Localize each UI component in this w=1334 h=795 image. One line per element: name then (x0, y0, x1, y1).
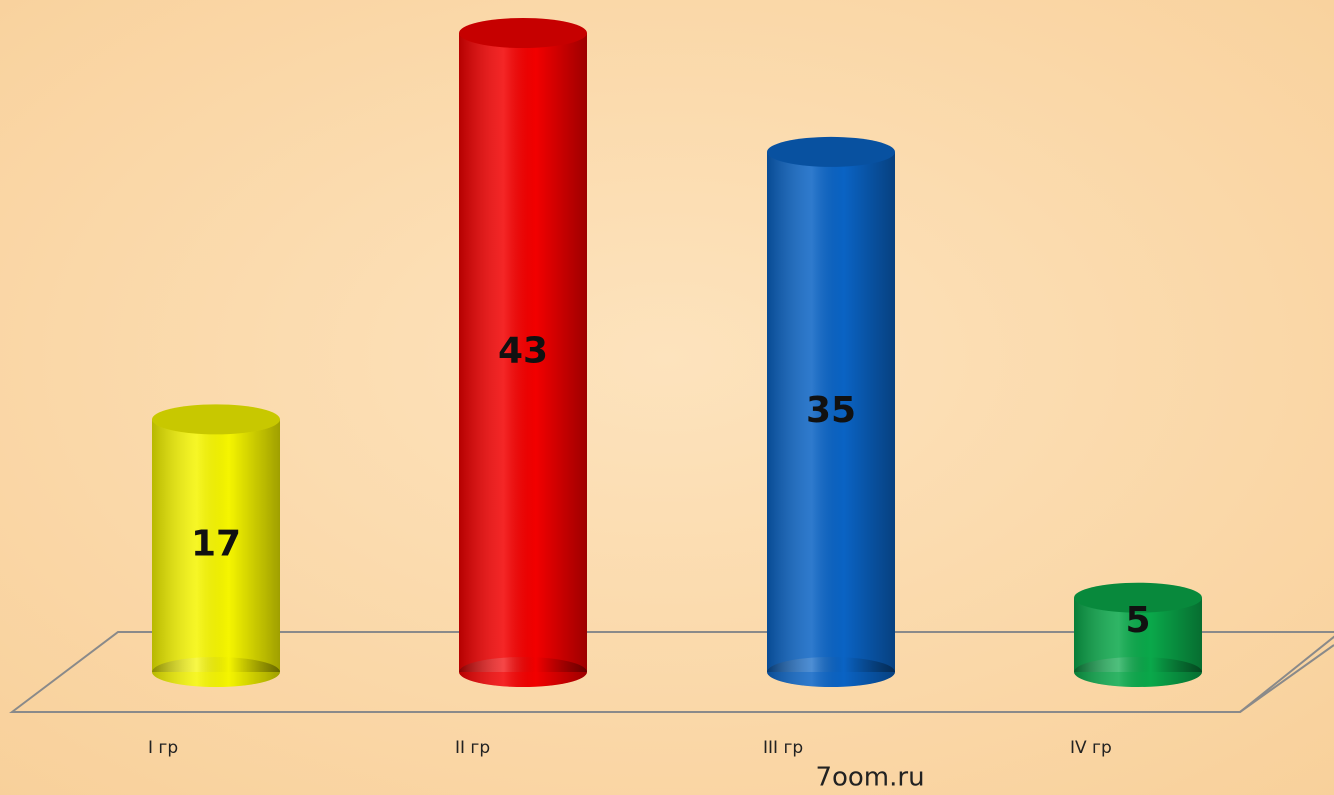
x-tick-label: II гр (455, 738, 490, 758)
bar-shade (152, 419, 280, 672)
value-label: 17 (191, 524, 241, 565)
bar-top (152, 404, 280, 435)
x-tick-label: III гр (763, 738, 803, 758)
bar-top-shade (767, 136, 895, 167)
bar-top-shade (1074, 582, 1202, 613)
value-label: 35 (806, 390, 856, 431)
bar-shade (767, 151, 895, 672)
floor-edge (1239, 644, 1334, 713)
bar-shade (459, 33, 587, 672)
x-tick-label: I гр (148, 738, 178, 758)
bar-top (1074, 582, 1202, 613)
bar-top (767, 136, 895, 167)
floor (9, 631, 1334, 713)
value-label: 5 (1125, 600, 1150, 641)
x-tick-label: IV гр (1070, 738, 1112, 758)
bar-top (459, 18, 587, 49)
value-label: 43 (498, 331, 548, 372)
source: 7oom.ru (815, 763, 924, 793)
bar-top-shade (459, 18, 587, 49)
bar-top-shade (152, 404, 280, 435)
